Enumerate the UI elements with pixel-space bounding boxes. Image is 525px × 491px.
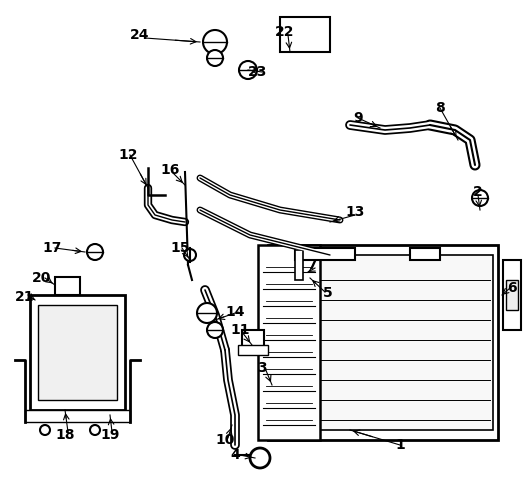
- Text: 20: 20: [33, 271, 51, 285]
- Bar: [268, 245, 498, 440]
- Text: 9: 9: [353, 111, 363, 125]
- Text: 3: 3: [257, 361, 267, 375]
- Text: 4: 4: [230, 448, 240, 462]
- Text: 15: 15: [170, 241, 190, 255]
- Text: 16: 16: [160, 163, 180, 177]
- Bar: [30, 295, 125, 410]
- Circle shape: [184, 249, 196, 261]
- Bar: [503, 260, 521, 330]
- Text: 1: 1: [395, 438, 405, 452]
- Bar: [318, 255, 493, 430]
- Text: 24: 24: [130, 28, 150, 42]
- Text: 13: 13: [345, 205, 365, 219]
- Text: 14: 14: [225, 305, 245, 319]
- Circle shape: [472, 190, 488, 206]
- Bar: [280, 17, 330, 52]
- Bar: [258, 245, 320, 440]
- Text: 8: 8: [435, 101, 445, 115]
- Bar: [55, 277, 80, 295]
- Text: 21: 21: [15, 290, 35, 304]
- Text: 19: 19: [100, 428, 120, 442]
- Circle shape: [87, 244, 103, 260]
- Text: 2: 2: [473, 185, 483, 199]
- Circle shape: [207, 50, 223, 66]
- Bar: [295, 248, 355, 260]
- Bar: [238, 345, 268, 355]
- Text: 11: 11: [230, 323, 250, 337]
- Circle shape: [239, 61, 257, 79]
- Text: 6: 6: [507, 281, 517, 295]
- Text: 12: 12: [118, 148, 138, 162]
- Text: 7: 7: [307, 258, 317, 272]
- Bar: [38, 305, 117, 400]
- Bar: [25, 410, 130, 422]
- Text: 22: 22: [275, 25, 295, 39]
- Bar: [242, 330, 264, 348]
- Bar: [295, 250, 303, 280]
- Text: 17: 17: [43, 241, 62, 255]
- Bar: [410, 248, 440, 260]
- Circle shape: [40, 425, 50, 435]
- Text: 5: 5: [323, 286, 333, 300]
- Circle shape: [203, 30, 227, 54]
- Circle shape: [207, 322, 223, 338]
- Circle shape: [250, 448, 270, 468]
- Text: 23: 23: [248, 65, 268, 79]
- Bar: [506, 280, 518, 310]
- Text: 18: 18: [55, 428, 75, 442]
- Circle shape: [197, 303, 217, 323]
- Text: 10: 10: [215, 433, 235, 447]
- Circle shape: [90, 425, 100, 435]
